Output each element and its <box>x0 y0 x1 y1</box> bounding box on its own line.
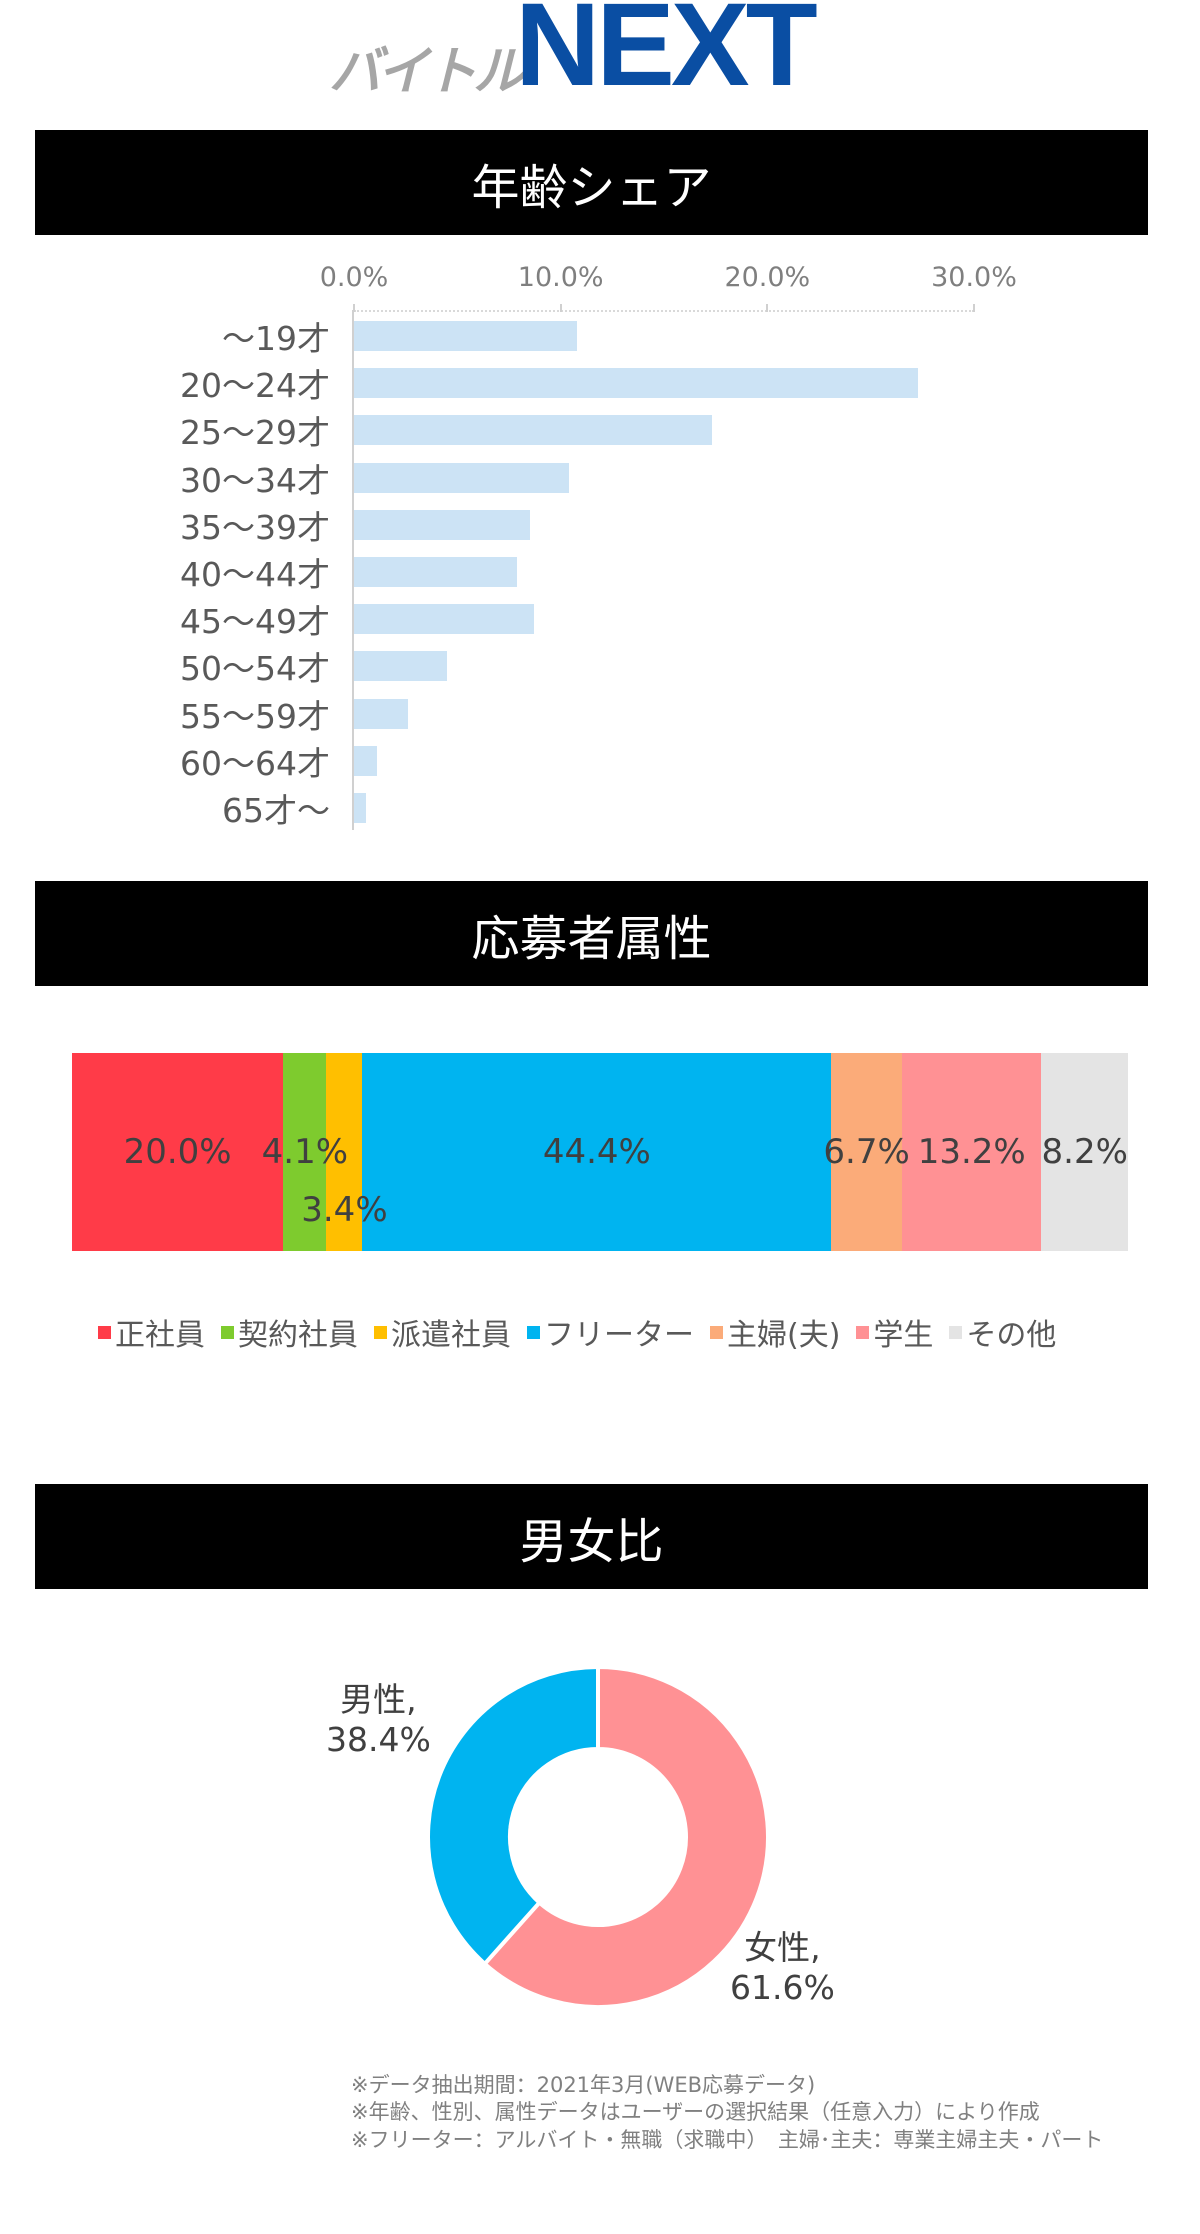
age-bar <box>354 415 712 446</box>
legend-label: 学生 <box>873 1318 934 1353</box>
x-tick-label: 20.0% <box>724 262 811 293</box>
age-share-title: 年齢シェア <box>471 159 712 216</box>
legend-item: 学生 <box>856 1310 933 1354</box>
footnotes: ※データ抽出期間：2021年3月(WEB応募データ) ※年齢、性別、属性データは… <box>351 2072 1111 2154</box>
attribute-segment <box>326 1053 363 1251</box>
attribute-segment <box>283 1053 327 1251</box>
legend-item: 派遣社員 <box>374 1310 511 1354</box>
legend-item: 正社員 <box>98 1310 205 1354</box>
attribute-stacked-bar <box>72 1053 1128 1251</box>
x-tick-mark <box>559 304 562 312</box>
logo-prefix: バイトル <box>329 42 525 102</box>
age-category-label: 30～34才 <box>180 460 330 500</box>
attribute-value-label: 44.4% <box>542 1132 651 1172</box>
age-bar <box>354 368 919 399</box>
age-bar <box>354 557 518 587</box>
age-bar <box>354 793 367 823</box>
attribute-value-label: 20.0% <box>123 1132 232 1172</box>
age-bar <box>354 745 377 776</box>
legend-swatch-icon <box>710 1325 723 1339</box>
attribute-segment <box>72 1053 284 1251</box>
attribute-value-label: 3.4% <box>301 1190 388 1230</box>
age-category-label: 60～64才 <box>180 743 330 783</box>
age-category-label: 55～59才 <box>180 696 330 736</box>
legend-item: 契約社員 <box>221 1310 358 1354</box>
legend-label: 契約社員 <box>238 1318 358 1353</box>
female-label: 女性, 61.6% <box>730 1928 835 2007</box>
female-segment <box>481 1664 770 2009</box>
age-category-label: 65才～ <box>222 791 330 830</box>
legend-swatch-icon <box>527 1325 540 1339</box>
legend-label: フリーター <box>544 1318 694 1353</box>
age-bar <box>354 698 408 729</box>
baitoru-next-logo: バイトル NEXT <box>329 0 859 110</box>
male-segment <box>426 1664 600 1967</box>
legend-label: 主婦(夫) <box>727 1318 841 1353</box>
legend-swatch-icon <box>374 1325 387 1339</box>
legend-label: 正社員 <box>115 1318 205 1353</box>
age-bar <box>354 321 578 351</box>
attribute-segment <box>901 1053 1042 1251</box>
age-category-label: 40～44才 <box>180 555 330 594</box>
gender-ratio-header: 男女比 <box>35 1484 1148 1589</box>
attribute-value-label: 13.2% <box>917 1132 1026 1172</box>
legend-item: 主婦(夫) <box>710 1310 840 1354</box>
age-category-label: 20～24才 <box>180 366 330 406</box>
legend-item: その他 <box>949 1310 1056 1354</box>
footnote-period: ※データ抽出期間：2021年3月(WEB応募データ) <box>351 2073 816 2097</box>
x-tick-mark <box>973 304 975 312</box>
male-label: 男性, 38.4% <box>326 1680 431 1759</box>
legend-swatch-icon <box>856 1325 870 1339</box>
x-axis-line <box>354 310 974 314</box>
age-category-label: 25～29才 <box>180 413 330 453</box>
age-bar <box>354 462 569 493</box>
footnote-definitions: ※フリーター：アルバイト・無職（求職中） 主婦･主夫：専業主婦主夫・パート <box>351 2127 1104 2152</box>
logo-main: NEXT <box>515 0 818 111</box>
age-share-header: 年齢シェア <box>35 130 1148 235</box>
legend-swatch-icon <box>949 1325 963 1339</box>
legend-label: 派遣社員 <box>391 1318 511 1353</box>
attribute-segment <box>1041 1053 1128 1251</box>
x-tick-label: 0.0% <box>319 262 389 293</box>
x-tick-label: 30.0% <box>931 262 1017 293</box>
y-axis-line <box>352 310 354 830</box>
x-tick-mark <box>766 304 769 312</box>
attribute-value-label: 8.2% <box>1041 1132 1128 1172</box>
age-category-label: 50～54才 <box>180 649 330 689</box>
applicant-attribute-title: 応募者属性 <box>471 910 712 967</box>
footnote-source: ※年齢、性別、属性データはユーザーの選択結果（任意入力）により作成 <box>351 2100 1040 2125</box>
age-category-label: 45～49才 <box>180 602 330 642</box>
x-tick-label: 10.0% <box>517 262 604 293</box>
age-bar <box>354 509 530 540</box>
age-bar <box>354 651 447 682</box>
x-tick-mark <box>353 304 355 312</box>
applicant-attribute-header: 応募者属性 <box>35 881 1148 986</box>
attribute-segment <box>831 1053 902 1251</box>
age-bar <box>354 604 534 635</box>
legend-swatch-icon <box>98 1325 111 1339</box>
attribute-value-label: 4.1% <box>261 1132 349 1172</box>
legend-label: その他 <box>966 1318 1057 1353</box>
age-category-label: 35～39才 <box>180 507 330 547</box>
age-category-label: ～19才 <box>222 319 330 358</box>
attribute-segment <box>362 1053 832 1251</box>
attribute-value-label: 6.7% <box>823 1132 910 1172</box>
legend-item: フリーター <box>527 1310 694 1354</box>
gender-ratio-title: 男女比 <box>519 1513 664 1570</box>
gender-donut-chart <box>426 1664 770 2009</box>
legend-swatch-icon <box>221 1325 234 1339</box>
attribute-legend: 正社員 契約社員 派遣社員 フリーター 主婦(夫) 学生 その他 <box>98 1310 1056 1354</box>
